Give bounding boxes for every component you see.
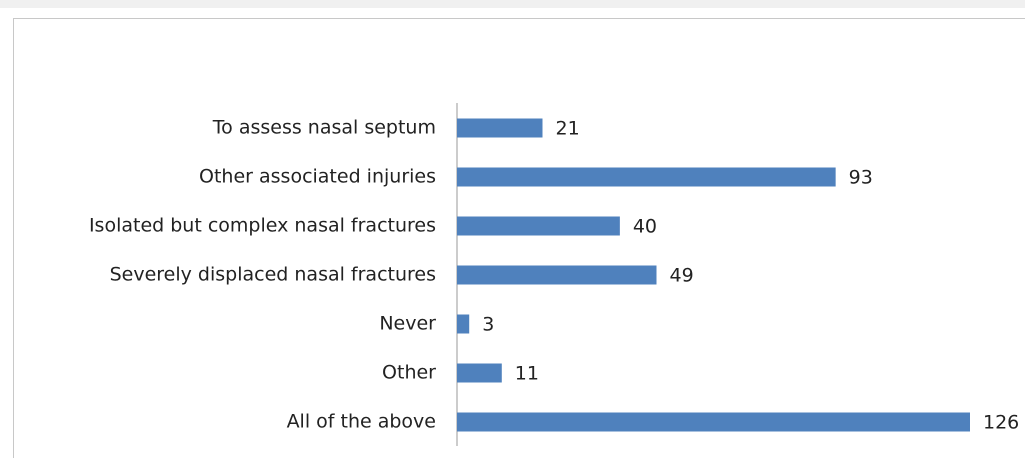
value-label: 3	[482, 314, 494, 336]
value-label: 40	[633, 216, 657, 238]
value-label: 93	[849, 167, 873, 189]
category-label: Isolated but complex nasal fractures	[89, 215, 436, 237]
value-label: 11	[515, 363, 539, 385]
value-label: 49	[670, 265, 694, 287]
bar	[457, 167, 836, 187]
category-label: Other associated injuries	[199, 166, 436, 188]
bar	[457, 118, 543, 138]
category-label: Severely displaced nasal fractures	[110, 264, 436, 286]
chart-border	[13, 18, 1025, 458]
bar	[457, 363, 502, 383]
top-strip	[0, 0, 1025, 8]
category-label: Never	[379, 313, 436, 335]
value-label: 21	[556, 118, 580, 140]
bar	[457, 412, 970, 432]
bar	[457, 314, 470, 334]
bar	[457, 265, 657, 285]
value-label: 126	[983, 412, 1019, 434]
bar	[457, 216, 620, 236]
category-label: All of the above	[287, 411, 436, 433]
category-label: To assess nasal septum	[212, 117, 436, 139]
category-label: Other	[382, 362, 436, 384]
